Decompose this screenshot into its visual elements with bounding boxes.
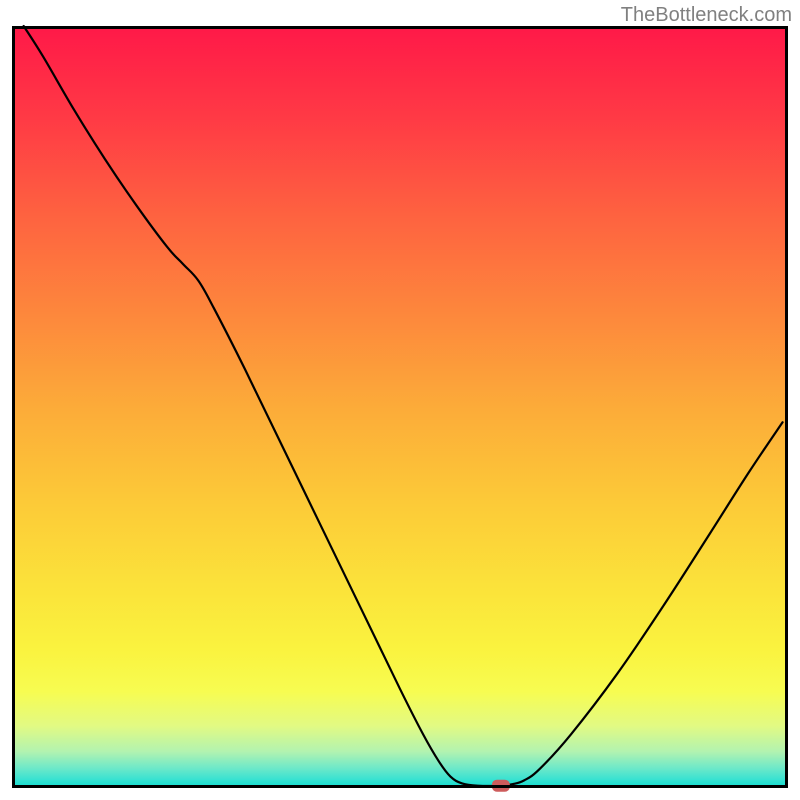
watermark-text: TheBottleneck.com bbox=[621, 4, 792, 27]
gradient-background bbox=[14, 28, 787, 787]
bottleneck-chart bbox=[0, 0, 800, 800]
chart-container: TheBottleneck.com bbox=[0, 0, 800, 800]
